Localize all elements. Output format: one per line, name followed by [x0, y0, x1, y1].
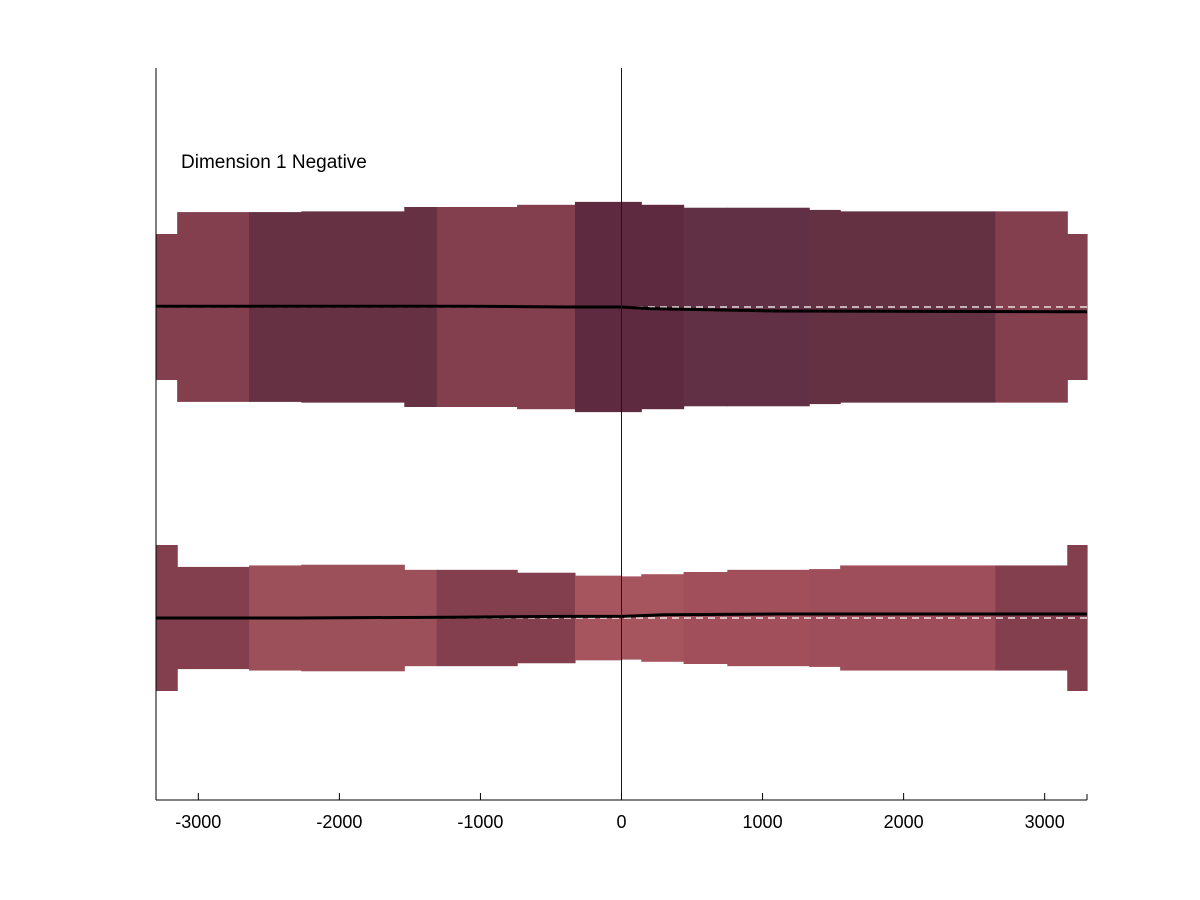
band-2-segment-15: [995, 565, 1068, 671]
x-tick-label-3: -1000: [457, 812, 503, 832]
band-2-segment-16: [1067, 545, 1088, 691]
band-2-mean-line: [156, 612, 1087, 620]
band-2-segment-13: [809, 569, 841, 667]
band-1-segment-13: [809, 209, 841, 405]
x-tick-label-6: 2000: [884, 812, 924, 832]
x-ticks: -3000 -2000 -1000 0 1000 2000 3000: [175, 793, 1065, 832]
x-tick-label-1: -3000: [175, 812, 221, 832]
band-1-segment-15: [995, 211, 1068, 403]
x-tick-label-5: 1000: [743, 812, 783, 832]
x-tick-label-2: -2000: [316, 812, 362, 832]
panel-title: Dimension 1 Negative: [181, 152, 367, 173]
x-tick-label-4: 0: [616, 812, 626, 832]
band-2-segment-9: [621, 576, 642, 660]
x-tick-label-7: 3000: [1025, 812, 1065, 832]
band-1-segment-16: [1067, 234, 1088, 380]
